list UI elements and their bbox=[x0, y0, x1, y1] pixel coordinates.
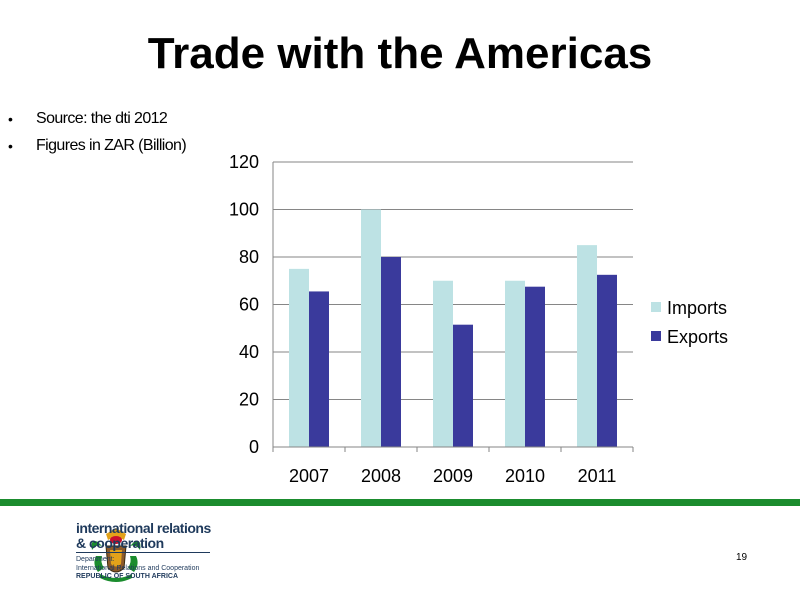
bar-imports-2009 bbox=[433, 280, 453, 447]
legend-swatch-exports bbox=[651, 331, 661, 341]
dept-label: Department: bbox=[76, 556, 115, 563]
footer-green-bar bbox=[0, 499, 800, 506]
org-name-line2: & cooperation bbox=[76, 535, 164, 551]
x-axis-tick-labels: 2007 2008 2009 2010 2011 bbox=[289, 466, 616, 486]
bar-exports-2008 bbox=[381, 257, 401, 447]
x-tick-label: 2010 bbox=[505, 466, 545, 486]
x-tick-label: 2011 bbox=[578, 466, 617, 486]
x-tick-label: 2009 bbox=[433, 466, 473, 486]
bar-imports-2011 bbox=[577, 245, 597, 447]
footer-divider bbox=[76, 552, 210, 553]
y-tick-label: 0 bbox=[249, 437, 259, 457]
bullet-icon: • bbox=[8, 138, 13, 154]
slide-title: Trade with the Americas bbox=[147, 29, 653, 78]
legend-label-imports: Imports bbox=[667, 298, 727, 318]
org-name-line1: international relations bbox=[76, 520, 211, 536]
bar-exports-2010 bbox=[525, 286, 545, 447]
trade-bar-chart: 0 20 40 60 80 100 120 2007 2008 2009 2010 2011 Imp… bbox=[229, 152, 728, 486]
legend-label-exports: Exports bbox=[667, 327, 728, 347]
bar-exports-2009 bbox=[453, 324, 473, 447]
bullet-item: • Figures in ZAR (Billion) bbox=[8, 135, 187, 162]
bullet-text-source: Source: the dti 2012 bbox=[36, 110, 168, 127]
bar-imports-2007 bbox=[289, 268, 309, 447]
bullet-list: • Source: the dti 2012 • Figures in ZAR (B… bbox=[8, 108, 187, 162]
bullet-text-units: Figures in ZAR (Billion) bbox=[36, 137, 187, 154]
country-name: REPUBLIC OF SOUTH AFRICA bbox=[76, 573, 179, 580]
chart-legend: Imports Exports bbox=[651, 298, 728, 347]
y-axis-tick-labels: 0 20 40 60 80 100 120 bbox=[229, 152, 259, 457]
bar-imports-2008 bbox=[361, 209, 381, 447]
bar-exports-2007 bbox=[309, 291, 329, 447]
chart-axes bbox=[272, 162, 634, 452]
bar-exports-2011 bbox=[597, 274, 617, 447]
x-tick-label: 2008 bbox=[361, 466, 401, 486]
bar-imports-2010 bbox=[505, 280, 525, 447]
department-details: Department: International Relations and … bbox=[76, 556, 199, 582]
bullet-item: • Source: the dti 2012 bbox=[8, 108, 186, 135]
dept-name: International Relations and Cooperation bbox=[76, 564, 200, 572]
x-tick-label: 2007 bbox=[289, 466, 329, 486]
chart-bars bbox=[289, 209, 617, 447]
bullet-icon: • bbox=[8, 111, 13, 127]
page-number: 19 bbox=[736, 552, 748, 563]
y-tick-label: 100 bbox=[229, 200, 259, 220]
org-name: international relations & cooperation bbox=[76, 521, 211, 551]
y-tick-label: 60 bbox=[239, 295, 259, 315]
y-tick-label: 20 bbox=[239, 390, 259, 410]
y-tick-label: 40 bbox=[239, 342, 259, 362]
legend-swatch-imports bbox=[651, 302, 661, 312]
y-tick-label: 120 bbox=[229, 152, 259, 172]
y-tick-label: 80 bbox=[239, 247, 259, 267]
